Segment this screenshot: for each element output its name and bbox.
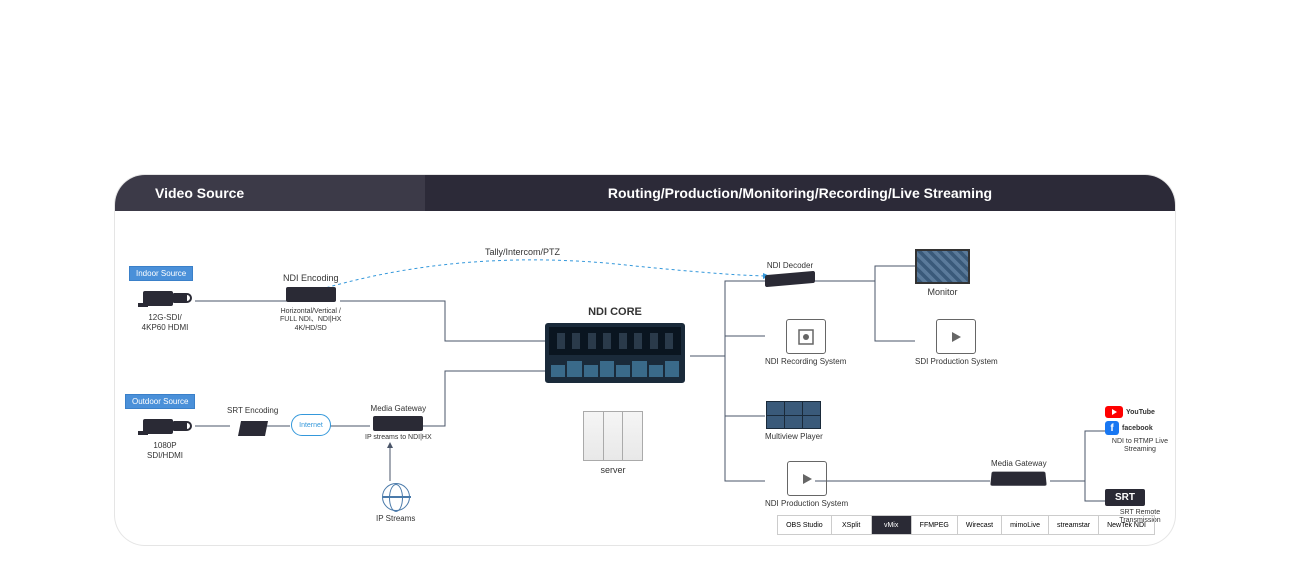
gateway-icon (373, 416, 423, 431)
srt-badge: SRT (1105, 489, 1145, 506)
media-gateway-label: Media Gateway (371, 404, 427, 413)
logo-mimolive: mimoLive (1002, 516, 1049, 534)
diagram-body: Indoor Source 12G-SDI/ 4KP60 HDMI NDI En… (115, 211, 1175, 545)
monitor-icon (915, 249, 970, 284)
multiview-label: Multiview Player (765, 432, 823, 442)
monitor-label: Monitor (927, 287, 957, 298)
logo-wirecast: Wirecast (958, 516, 1002, 534)
camera1-label: 12G-SDI/ 4KP60 HDMI (142, 313, 189, 332)
camera2-icon (135, 409, 195, 439)
camera-icon (135, 281, 195, 311)
multiview-icon (766, 401, 821, 429)
indoor-source-badge: Indoor Source (129, 266, 193, 281)
media-gateway2-label: Media Gateway (991, 459, 1047, 468)
ndi-encoding-sub: Horizontal/Vertical / FULL NDI、NDI|HX 4K… (280, 308, 341, 333)
youtube-label: YouTube (1126, 409, 1155, 416)
logo-ffmpeg: FFMPEG (912, 516, 958, 534)
ndi-encoding-label: NDI Encoding (283, 273, 339, 283)
cloud-icon: Internet (291, 414, 331, 436)
ndi-rtmp-label: NDI to RTMP Live Streaming (1105, 438, 1175, 455)
ndi-core-label: NDI CORE (588, 306, 642, 318)
youtube-icon (1105, 406, 1123, 418)
outdoor-source-badge: Outdoor Source (125, 394, 195, 409)
tally-label: Tally/Intercom/PTZ (485, 247, 560, 257)
logo-xsplit: XSplit (832, 516, 872, 534)
logo-streamstar: streamstar (1049, 516, 1099, 534)
srt-encoding-label: SRT Encoding (227, 406, 278, 415)
header-right: Routing/Production/Monitoring/Recording/… (425, 175, 1175, 211)
logo-obs: OBS Studio (778, 516, 832, 534)
logo-newtek: NewTek NDI (1099, 516, 1154, 534)
facebook-icon: f (1105, 421, 1119, 435)
ndi-core-icon (545, 323, 685, 383)
ip-streams-to-label: IP streams to NDI|HX (365, 434, 432, 442)
facebook-label: facebook (1122, 425, 1153, 432)
recording-icon (786, 319, 826, 354)
ndi-production-label: NDI Production System (765, 499, 848, 509)
server-icon (583, 411, 643, 461)
gateway2-icon (991, 472, 1047, 486)
header: Video Source Routing/Production/Monitori… (115, 175, 1175, 211)
header-left: Video Source (115, 175, 425, 211)
sdi-production-label: SDI Production System (915, 357, 998, 367)
camera2-label: 1080P SDI/HDMI (147, 441, 183, 460)
ndi-decoder-label: NDI Decoder (767, 261, 813, 270)
encoder-icon (286, 287, 336, 302)
logo-vmix: vMix (872, 516, 912, 534)
diagram-container: Video Source Routing/Production/Monitori… (115, 175, 1175, 545)
ndi-production-icon (787, 461, 827, 496)
ndi-recording-label: NDI Recording System (765, 357, 846, 367)
srt-encoder-icon (235, 418, 270, 440)
internet-label: Internet (299, 422, 323, 429)
decoder-icon (765, 271, 815, 287)
ip-streams-label: IP Streams (376, 514, 415, 524)
globe-icon (382, 483, 410, 511)
sdi-production-icon (936, 319, 976, 354)
server-label: server (600, 465, 625, 476)
logo-strip: OBS Studio XSplit vMix FFMPEG Wirecast m… (777, 515, 1155, 535)
